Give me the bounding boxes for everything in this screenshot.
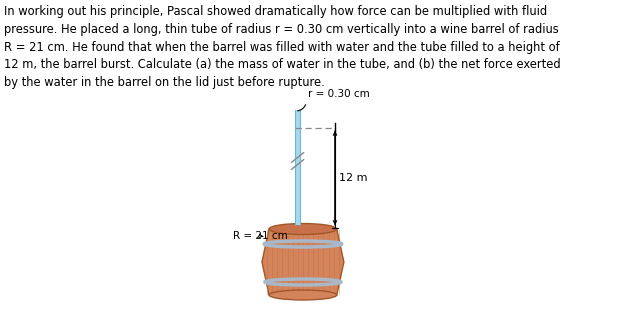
Bar <box>295 110 301 225</box>
Text: r = 0.30 cm: r = 0.30 cm <box>308 89 370 99</box>
Text: 12 m: 12 m <box>339 173 368 183</box>
Ellipse shape <box>269 290 337 300</box>
Polygon shape <box>262 229 344 295</box>
Ellipse shape <box>269 223 337 235</box>
Text: R = 21 cm: R = 21 cm <box>233 231 288 241</box>
Text: In working out his principle, Pascal showed dramatically how force can be multip: In working out his principle, Pascal sho… <box>4 5 561 89</box>
